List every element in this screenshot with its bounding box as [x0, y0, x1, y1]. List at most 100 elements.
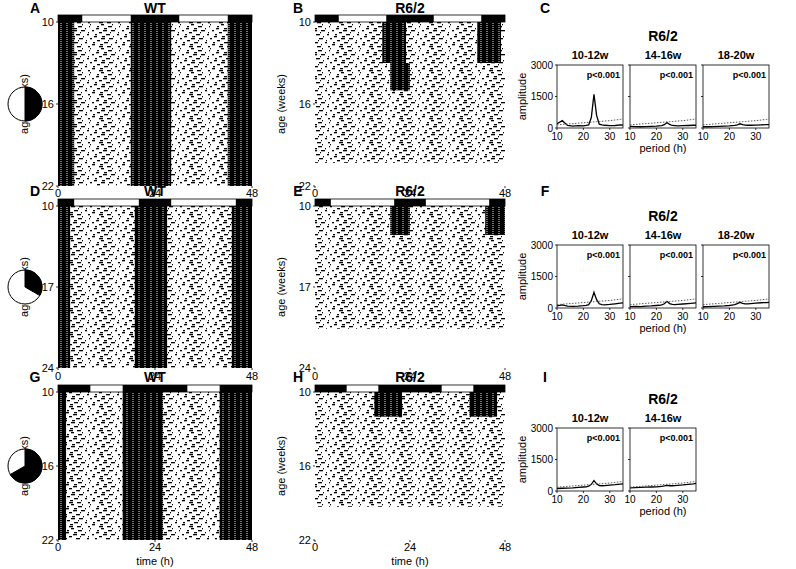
subplot-title: 10-12w: [572, 49, 609, 61]
y-tick: [701, 245, 703, 246]
x-tick: [682, 128, 683, 130]
y-tick: [628, 276, 630, 277]
dense-activity: [477, 22, 501, 63]
x-tick-label: 48: [246, 187, 258, 199]
sparse-activity: [315, 22, 505, 163]
dense-activity: [390, 206, 410, 235]
x-tick-label: 20: [578, 131, 590, 142]
y-tick-label: 16: [42, 98, 54, 110]
series-line: [630, 299, 696, 305]
ld-bar: [58, 199, 252, 206]
ld-bar: [58, 385, 252, 392]
series-line: [557, 481, 623, 489]
subplot-title: 18-20w: [718, 229, 755, 241]
sparse-activity: [58, 206, 252, 368]
x-tick-label: 20: [578, 311, 590, 322]
lines: [557, 94, 623, 126]
plot-frame: [630, 65, 696, 128]
x-tick: [583, 128, 584, 130]
plot-frame: [703, 245, 769, 308]
x-tick-label: 24: [404, 541, 416, 553]
ld-bar: [315, 15, 505, 22]
title: WT: [144, 183, 166, 199]
panel-letter: H: [293, 369, 303, 385]
x-tick: [755, 308, 756, 310]
y-tick: [628, 96, 630, 97]
dark-phase: [315, 199, 331, 206]
y-tick: [555, 459, 557, 460]
x-tick-label: 30: [604, 131, 616, 142]
x-tick-label: 48: [499, 370, 511, 382]
dense-activity: [123, 392, 163, 540]
actogram: HR6/2101622age (weeks)02448time (h): [275, 369, 511, 567]
x-tick-label: 20: [651, 131, 663, 142]
y-axis-label: age (weeks): [275, 436, 287, 496]
x-tick-label: 0: [312, 370, 318, 382]
x-tick-label: 20: [724, 131, 736, 142]
activity: [315, 206, 505, 329]
panel-letter: B: [293, 0, 303, 16]
y-tick-label: 10: [42, 386, 54, 398]
dark-phase: [220, 385, 252, 392]
y-tick: [555, 245, 557, 246]
lines: [703, 299, 769, 307]
y-tick-label: 10: [299, 386, 311, 398]
periodogram-group: CR6/2amplitudeperiod (h)10-12wp<0.001102…: [516, 0, 769, 154]
x-tick-label: 20: [724, 311, 736, 322]
lines: [557, 481, 623, 489]
series-line: [630, 482, 696, 488]
x-tick-label: 10: [551, 131, 563, 142]
y-tick-label: 22: [299, 534, 311, 546]
title: WT: [144, 0, 166, 16]
dark-phase: [58, 385, 90, 392]
title: R6/2: [395, 369, 425, 385]
y-tick: [313, 466, 315, 467]
x-tick: [583, 308, 584, 310]
x-tick-label: 10: [697, 311, 709, 322]
x-axis-label: period (h): [639, 505, 686, 517]
ld-bar: [315, 385, 505, 392]
p-value: p<0.001: [660, 433, 693, 443]
periodogram: 10-12wp<0.001102030015003000: [531, 49, 623, 142]
y-tick-label: 24: [42, 362, 54, 374]
x-tick-label: 48: [499, 187, 511, 199]
title: R6/2: [648, 391, 678, 407]
y-axis-label: amplitude: [516, 436, 528, 484]
subplot-title: 10-12w: [572, 229, 609, 241]
title: WT: [144, 369, 166, 385]
series-line: [557, 292, 623, 306]
x-tick-label: 30: [677, 311, 689, 322]
x-tick: [729, 308, 730, 310]
panel-letter: A: [30, 0, 40, 16]
y-tick: [701, 128, 703, 129]
plot-frame: [630, 428, 696, 491]
y-tick: [313, 22, 315, 23]
dark-phase: [315, 385, 347, 392]
dark-phase: [394, 199, 426, 206]
lines: [630, 299, 696, 307]
x-tick: [656, 128, 657, 130]
p-value: p<0.001: [587, 433, 620, 443]
dense-activity: [390, 63, 410, 90]
ld-icon: [8, 449, 42, 483]
y-tick: [555, 96, 557, 97]
y-tick: [555, 276, 557, 277]
y-tick-label: 1500: [531, 271, 554, 282]
periodogram: 10-12wp<0.001102030015003000: [531, 229, 623, 322]
x-axis-label: time (h): [391, 555, 428, 567]
y-tick-label: 0: [547, 486, 553, 497]
y-tick-label: 10: [42, 200, 54, 212]
x-tick-label: 30: [750, 131, 762, 142]
dense-activity: [232, 206, 252, 368]
x-axis-label: period (h): [639, 322, 686, 334]
x-tick-label: 48: [499, 541, 511, 553]
x-tick-label: 48: [246, 370, 258, 382]
dense-activity: [58, 392, 66, 540]
y-tick-label: 10: [299, 200, 311, 212]
figure: AWT101622age (weeks)02448BR6/2101622age …: [0, 0, 796, 569]
x-tick-label: 24: [149, 541, 161, 553]
x-tick-label: 0: [312, 541, 318, 553]
panel-letter: I: [543, 369, 547, 385]
y-tick: [628, 128, 630, 129]
x-axis-label: period (h): [639, 142, 686, 154]
